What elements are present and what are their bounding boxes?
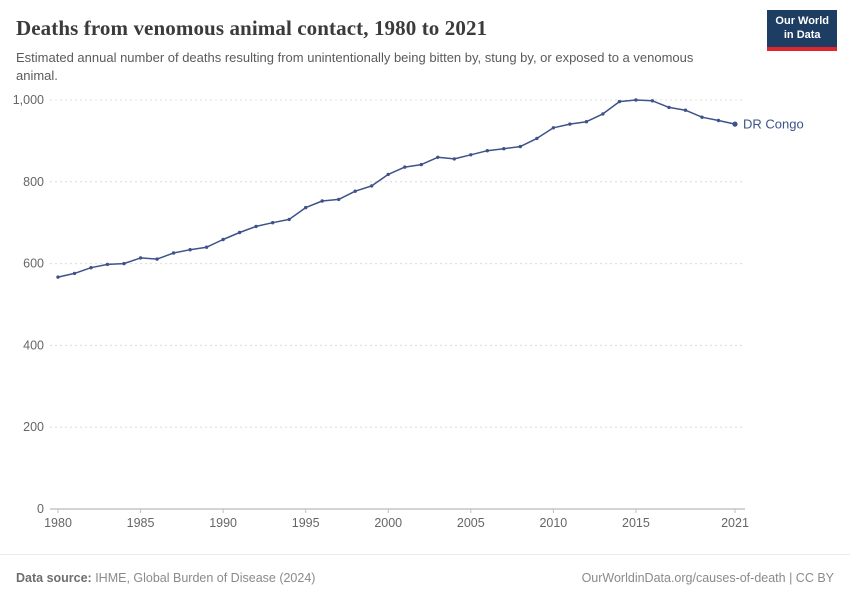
svg-text:2015: 2015 [622,516,650,530]
svg-text:0: 0 [37,502,44,516]
data-source-text: IHME, Global Burden of Disease (2024) [91,570,316,585]
logo-line-1: Our World [775,15,829,27]
svg-text:400: 400 [23,338,44,352]
svg-text:200: 200 [23,420,44,434]
svg-text:600: 600 [23,257,44,271]
svg-text:2021: 2021 [721,516,749,530]
svg-text:2000: 2000 [374,516,402,530]
chart-area: 0 200 400 600 800 1,000 1980 1985 1990 1995 2000 20… [0,84,850,554]
svg-text:DR Congo: DR Congo [743,117,804,132]
logo-line-2: in Data [783,28,821,41]
chart-subtitle: Estimated annual number of deaths result… [16,50,694,83]
chart-svg[interactable]: 0 200 400 600 800 1,000 1980 1985 1990 1995 2000 20… [0,84,850,536]
svg-text:1990: 1990 [209,516,237,530]
credit-link[interactable]: OurWorldinData.org/causes-of-death | CC … [581,570,834,585]
svg-text:800: 800 [23,175,44,189]
svg-text:1980: 1980 [44,516,72,530]
owid-logo: Our World in Data [767,10,837,51]
chart-footer: Data source: IHME, Global Burden of Dise… [0,554,850,600]
data-source-label: Data source: [16,570,92,585]
svg-text:2010: 2010 [539,516,567,530]
chart-title: Deaths from venomous animal contact, 198… [16,16,488,40]
data-source: Data source: IHME, Global Burden of Dise… [16,571,315,585]
svg-text:1,000: 1,000 [13,93,44,107]
chart-header: Deaths from venomous animal contact, 198… [0,0,850,84]
svg-text:2005: 2005 [457,516,485,530]
svg-text:1995: 1995 [292,516,320,530]
svg-text:1985: 1985 [127,516,155,530]
